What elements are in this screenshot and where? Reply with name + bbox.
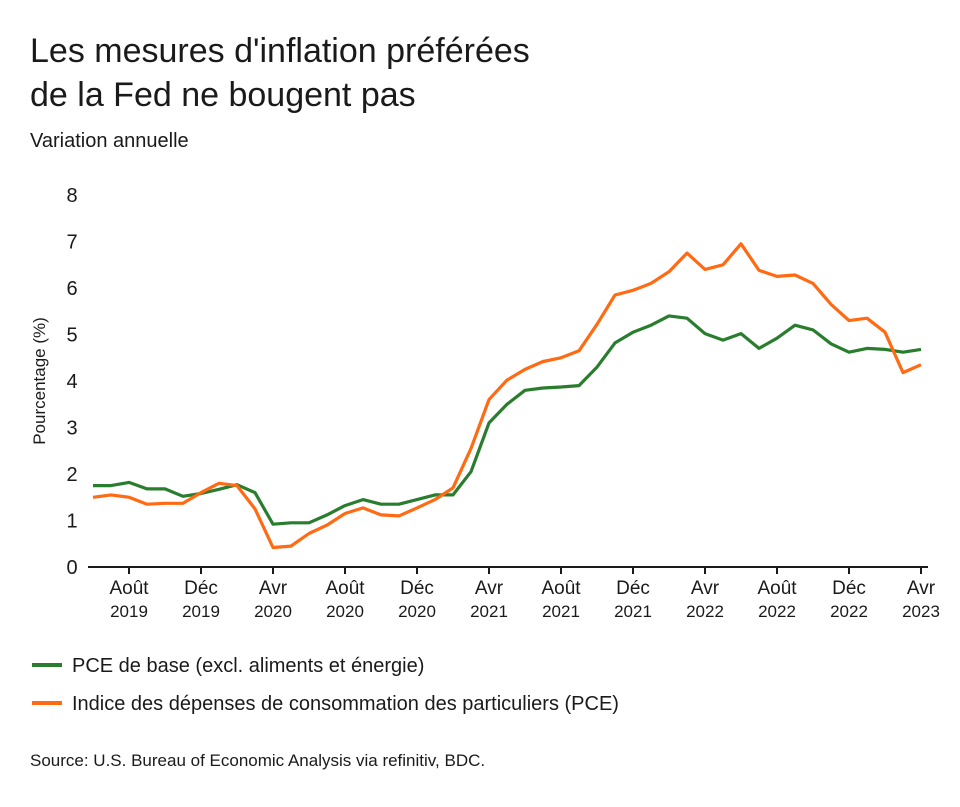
- x-tick-label: Avr: [691, 578, 720, 599]
- y-tick-label: 5: [66, 325, 77, 347]
- x-tick-sublabel: 2023: [902, 602, 940, 621]
- x-tick-label: Déc: [400, 578, 434, 599]
- y-tick-label: 0: [66, 557, 77, 579]
- y-tick-label: 4: [66, 371, 77, 393]
- x-tick-label: Août: [757, 578, 797, 599]
- x-tick-label: Avr: [475, 578, 504, 599]
- chart-title: Les mesures d'inflation préférées: [30, 32, 530, 70]
- x-tick-sublabel: 2021: [542, 602, 580, 621]
- line-series: [93, 314, 922, 526]
- x-tick-label: Avr: [259, 578, 288, 599]
- x-tick-sublabel: 2020: [254, 602, 292, 621]
- x-tick-sublabel: 2021: [614, 602, 652, 621]
- y-tick-label: 8: [66, 185, 77, 207]
- x-tick-label: Déc: [184, 578, 218, 599]
- x-tick-sublabel: 2020: [326, 602, 364, 621]
- x-tick-sublabel: 2019: [110, 602, 148, 621]
- x-tick-sublabel: 2021: [470, 602, 508, 621]
- x-tick-label: Août: [325, 578, 365, 599]
- x-tick-sublabel: 2020: [398, 602, 436, 621]
- y-tick-label: 3: [66, 418, 77, 440]
- x-tick-sublabel: 2022: [686, 602, 724, 621]
- line-series: [92, 242, 922, 550]
- y-tick-label: 6: [66, 278, 77, 300]
- y-tick-label: 7: [66, 232, 77, 254]
- x-tick-sublabel: 2022: [830, 602, 868, 621]
- y-axis-label: Pourcentage (%): [30, 317, 49, 445]
- chart-title: de la Fed ne bougent pas: [30, 76, 416, 114]
- legend-label: PCE de base (excl. aliments et énergie): [72, 655, 424, 677]
- x-tick-label: Août: [541, 578, 581, 599]
- y-tick-label: 2: [66, 464, 77, 486]
- x-tick-label: Août: [109, 578, 149, 599]
- source: Source: U.S. Bureau of Economic Analysis…: [30, 751, 485, 770]
- x-tick-label: Avr: [907, 578, 936, 599]
- x-tick-sublabel: 2022: [758, 602, 796, 621]
- x-tick-sublabel: 2019: [182, 602, 220, 621]
- x-tick-label: Déc: [832, 578, 866, 599]
- x-tick-label: Déc: [616, 578, 650, 599]
- chart-subtitle: Variation annuelle: [30, 130, 189, 152]
- y-tick-label: 1: [66, 511, 77, 533]
- legend-label: Indice des dépenses de consommation des …: [72, 693, 619, 715]
